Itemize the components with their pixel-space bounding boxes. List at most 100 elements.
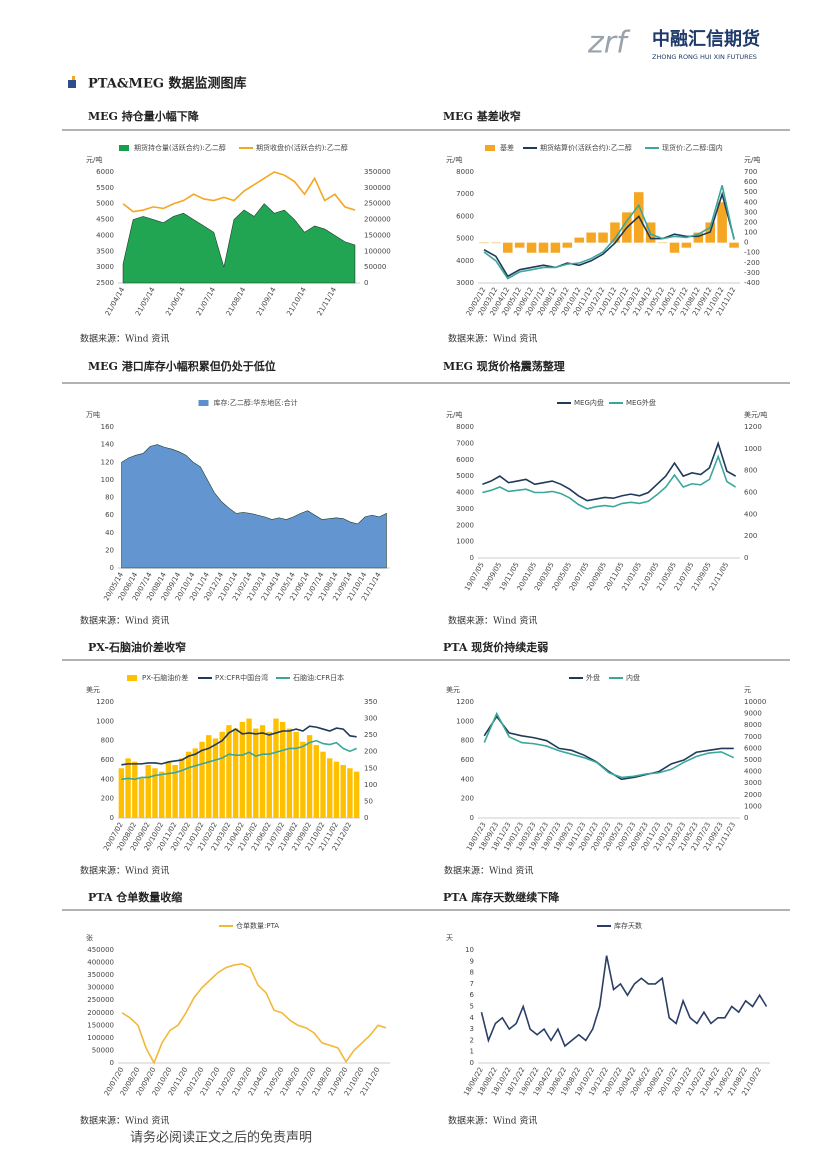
legend-label: 期货持仓量(活跃合约):乙二醇 <box>134 143 226 152</box>
y-axis-unit: 元/吨 <box>446 155 462 164</box>
y-tick-label: 140 <box>101 441 114 449</box>
bar <box>306 735 313 818</box>
bar <box>266 731 272 818</box>
y2-tick-label: 1000 <box>744 445 762 453</box>
line <box>121 962 387 1065</box>
bar <box>118 768 125 818</box>
source-note: 数据来源：Wind 资讯 <box>80 333 169 345</box>
y2-tick-label: -200 <box>744 259 760 267</box>
bar <box>145 764 151 818</box>
legend-swatch <box>119 145 129 151</box>
y-tick-label: 0 <box>110 814 114 822</box>
line <box>482 454 737 510</box>
bar <box>273 718 279 818</box>
legend-label: 库存天数 <box>614 921 642 930</box>
y-tick-label: 7 <box>470 980 474 988</box>
panel-title: PTA 仓单数量收缩 <box>88 890 182 904</box>
bar <box>165 761 172 818</box>
y2-tick-label: 200 <box>744 218 757 226</box>
y-tick-label: 400000 <box>87 959 114 967</box>
y-tick-label: 3000 <box>456 279 474 287</box>
y2-tick-label: 400 <box>744 198 757 206</box>
y-tick-label: 4 <box>470 1014 475 1022</box>
y-tick-label: 0 <box>470 1059 474 1067</box>
bar <box>232 728 239 818</box>
y2-tick-label: 500 <box>744 188 757 196</box>
company-name: 中融汇信期货 <box>652 28 760 50</box>
y2-tick-label: 50 <box>364 797 373 805</box>
y-tick-label: 80 <box>105 494 114 502</box>
legend-label: 期货结算价(活跃合约):乙二醇 <box>540 143 632 152</box>
area <box>121 444 387 569</box>
y-tick-label: 6000 <box>456 212 474 220</box>
y-tick-label: 0 <box>470 814 474 822</box>
legend-label: 现货价:乙二醇:国内 <box>662 143 723 152</box>
y-tick-label: 120 <box>101 458 114 466</box>
y2-tick-label: 250 <box>364 731 377 739</box>
y-tick-label: 3 <box>470 1025 474 1033</box>
y-tick-label: 150000 <box>87 1021 114 1029</box>
bar <box>347 768 353 818</box>
bar <box>729 242 739 248</box>
line <box>121 725 357 766</box>
legend-swatch <box>198 400 209 406</box>
footer: 请务必阅读正文之后的免责声明 <box>130 1130 312 1146</box>
bar <box>219 731 225 818</box>
y2-tick-label: 0 <box>744 554 748 562</box>
y2-tick-label: -400 <box>744 279 760 287</box>
y-tick-label: 6 <box>470 991 475 999</box>
y2-tick-label: 2000 <box>744 791 762 799</box>
y-tick-label: 6000 <box>456 456 474 464</box>
legend-label: 外盘 <box>586 673 600 682</box>
bar <box>340 764 346 818</box>
y-tick-label: 600 <box>461 756 474 764</box>
x-tick-label: 21/06/14 <box>164 286 187 318</box>
source-note: 数据来源：Wind 资讯 <box>448 1115 537 1127</box>
bar <box>333 761 340 818</box>
y-tick-label: 400 <box>101 775 114 783</box>
y-axis-unit: 张 <box>86 933 93 942</box>
y2-tick-label: 300 <box>744 208 757 216</box>
y2-axis-unit: 元/吨 <box>744 155 760 164</box>
line <box>483 185 735 280</box>
y2-tick-label: 600 <box>744 178 757 186</box>
legend-label: 内盘 <box>626 673 640 682</box>
bar <box>657 242 668 244</box>
section-icon <box>72 76 75 80</box>
y2-tick-label: 0 <box>744 814 748 822</box>
y-tick-label: 5 <box>470 1003 474 1011</box>
bar <box>226 725 232 818</box>
line <box>482 440 737 502</box>
panel-title: MEG 持仓量小幅下降 <box>88 109 200 123</box>
y-tick-label: 5000 <box>96 200 114 208</box>
y2-tick-label: 250000 <box>364 200 391 208</box>
source-note: 数据来源：Wind 资讯 <box>80 865 169 877</box>
bar <box>192 748 198 818</box>
y-tick-label: 10 <box>465 946 474 954</box>
bar <box>327 758 333 818</box>
y-tick-label: 4000 <box>96 231 114 239</box>
bar <box>693 232 704 243</box>
line <box>483 711 735 779</box>
bar <box>259 725 266 818</box>
y-tick-label: 2500 <box>96 279 114 287</box>
y2-tick-label: 1200 <box>744 423 762 431</box>
y-axis-unit: 美元 <box>86 685 100 694</box>
y2-tick-label: 3000 <box>744 779 762 787</box>
section-title: PTA&MEG 数据监测图库 <box>88 76 247 92</box>
y-tick-label: 3500 <box>96 247 114 255</box>
bar <box>586 232 596 243</box>
bar <box>286 728 293 818</box>
y-tick-label: 1000 <box>456 538 474 546</box>
y2-tick-label: 100 <box>744 229 757 237</box>
y2-tick-label: -100 <box>744 249 760 257</box>
y2-tick-label: 0 <box>364 814 368 822</box>
y2-tick-label: 6000 <box>744 744 762 752</box>
y2-tick-label: 1000 <box>744 802 762 810</box>
x-tick-label: 21/07/14 <box>195 286 218 318</box>
line <box>121 739 357 781</box>
y-tick-label: 1200 <box>456 698 474 706</box>
y-tick-label: 100 <box>101 476 114 484</box>
legend-label: PX:CFR中国台湾 <box>215 673 268 682</box>
y-tick-label: 8 <box>470 969 474 977</box>
